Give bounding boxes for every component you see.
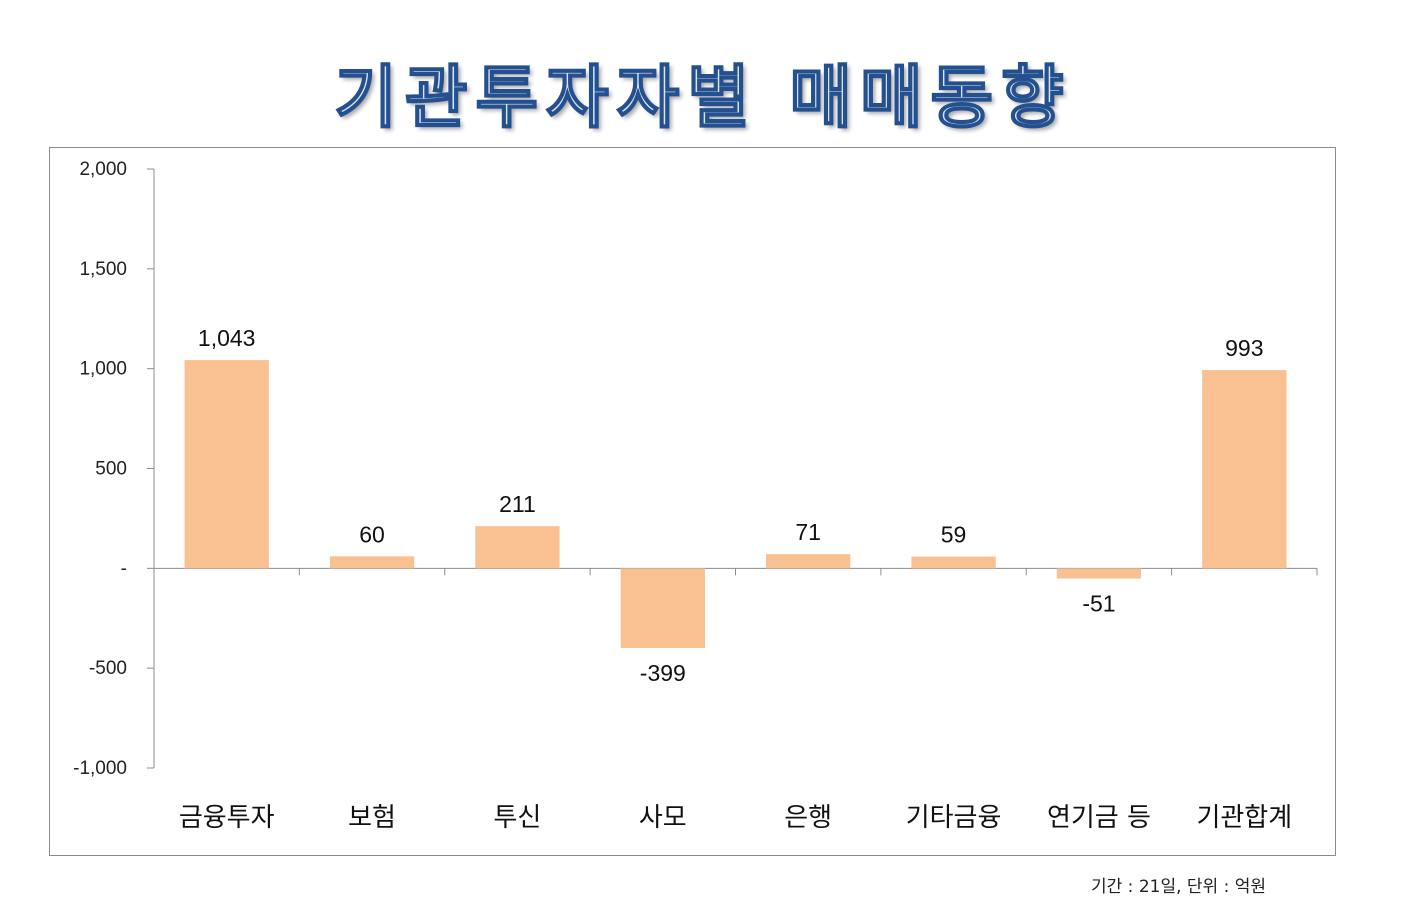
- y-tick-label: -: [121, 558, 127, 579]
- chart-title: 기관투자자별 매매동향: [333, 58, 1072, 139]
- bar: [620, 568, 705, 649]
- period-unit-note: 기간 : 21일, 단위 : 억원: [1091, 877, 1266, 897]
- data-label: 993: [1225, 335, 1263, 361]
- bar: [1056, 568, 1142, 579]
- y-tick-label: 1,000: [79, 359, 127, 380]
- bar: [329, 556, 415, 569]
- data-label: 1,043: [198, 325, 256, 351]
- data-label: 60: [359, 521, 385, 547]
- bars: [184, 360, 1287, 649]
- data-label: 211: [499, 491, 536, 517]
- y-tick-label: 1,500: [79, 259, 127, 280]
- category-label: 보험: [348, 803, 396, 833]
- bar: [1202, 370, 1287, 569]
- category-label: 기타금융: [906, 803, 1002, 833]
- category-label: 사모: [639, 803, 687, 833]
- category-label: 연기금 등: [1047, 803, 1151, 833]
- y-tick-label: -500: [89, 658, 127, 679]
- category-label: 은행: [784, 803, 832, 833]
- bar: [475, 526, 560, 569]
- y-tick-label: 500: [95, 459, 127, 480]
- labels: 1,043 금융투자 60 보험 211 투신 -399 사모 71 은행 59 기타금융 -51 연기금…: [179, 325, 1292, 833]
- bar: [184, 360, 269, 569]
- category-label: 금융투자: [179, 803, 275, 833]
- data-label: 59: [941, 522, 967, 548]
- y-tick-label: 2,000: [79, 159, 127, 180]
- chart-frame: [49, 147, 1336, 856]
- bar: [911, 556, 996, 569]
- data-label: -399: [640, 660, 686, 686]
- data-label: -51: [1082, 591, 1115, 617]
- data-label: 71: [795, 519, 821, 545]
- category-label: 투신: [494, 803, 542, 833]
- category-label: 기관합계: [1196, 803, 1292, 833]
- bar: [766, 554, 851, 569]
- y-tick-label: -1,000: [73, 758, 127, 779]
